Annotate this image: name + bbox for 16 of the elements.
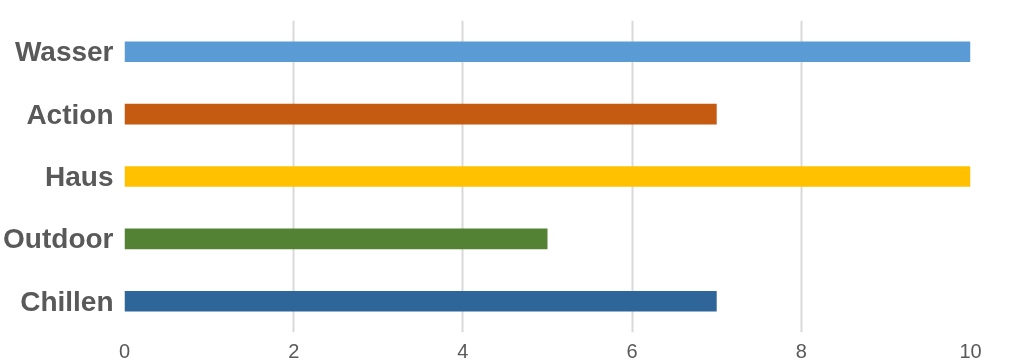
y-tick-label: Action bbox=[26, 98, 114, 130]
y-tick-label: Wasser bbox=[14, 36, 114, 68]
bar bbox=[124, 103, 717, 125]
y-tick-label: Haus bbox=[45, 161, 114, 192]
bar bbox=[124, 291, 717, 312]
y-tick-label: Outdoor bbox=[3, 223, 114, 255]
x-tick-label: 8 bbox=[795, 339, 807, 362]
y-tick-label: Chillen bbox=[20, 285, 114, 317]
bar bbox=[124, 166, 971, 187]
x-tick-label: 10 bbox=[959, 339, 982, 362]
x-tick-label: 2 bbox=[288, 339, 300, 362]
bar bbox=[124, 41, 971, 62]
x-tick-label: 4 bbox=[457, 339, 469, 362]
x-tick-label: 6 bbox=[626, 339, 638, 362]
bar bbox=[124, 228, 548, 250]
x-tick-label: 0 bbox=[118, 339, 131, 362]
